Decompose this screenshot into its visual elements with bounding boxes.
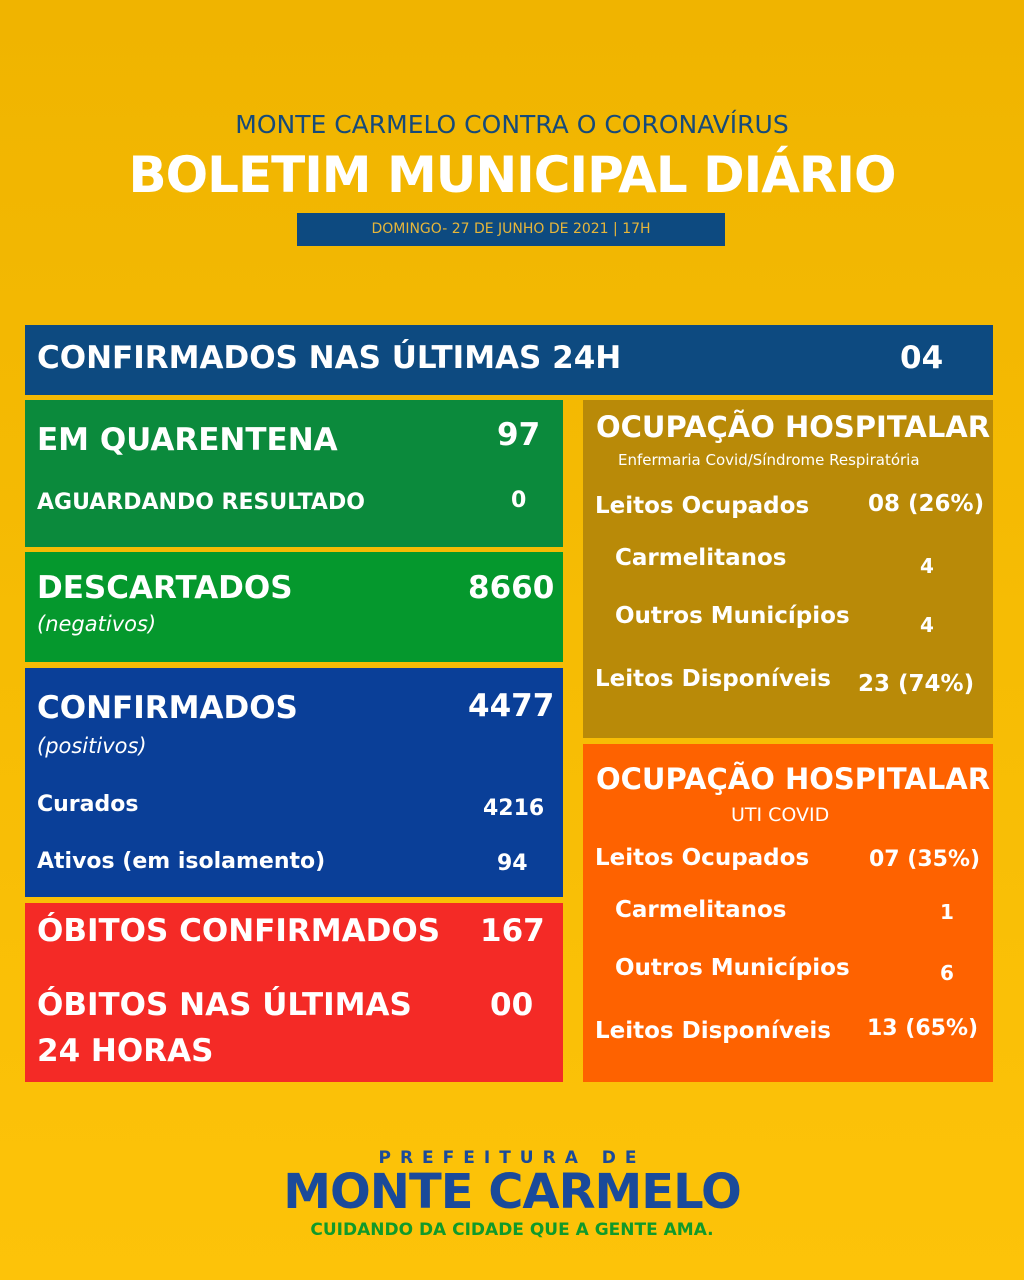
icu-local-value: 1 bbox=[940, 900, 954, 924]
confirmed-24h-label: CONFIRMADOS NAS ÚLTIMAS 24H bbox=[37, 340, 622, 376]
quarantine-label: EM QUARENTENA bbox=[37, 422, 338, 458]
icu-other-label: Outros Municípios bbox=[615, 955, 850, 981]
confirmed-label: CONFIRMADOS bbox=[37, 690, 298, 726]
footer-prefix: PREFEITURA DE bbox=[378, 1148, 646, 1168]
ward-other-value: 4 bbox=[920, 613, 934, 637]
confirmed-panel: CONFIRMADOS (positivos) 4477 Curados 421… bbox=[25, 668, 563, 897]
confirmed-note: (positivos) bbox=[37, 734, 147, 758]
ward-available-value: 23 (74%) bbox=[858, 671, 975, 697]
awaiting-label: AGUARDANDO RESULTADO bbox=[37, 490, 365, 515]
cured-label: Curados bbox=[37, 792, 139, 817]
ward-occupied-value: 08 (26%) bbox=[868, 491, 985, 517]
icu-occupied-label: Leitos Ocupados bbox=[595, 845, 810, 871]
active-value: 94 bbox=[497, 851, 528, 876]
icu-occupied-value: 07 (35%) bbox=[869, 847, 981, 872]
deaths-value: 167 bbox=[480, 913, 545, 949]
ward-title: OCUPAÇÃO HOSPITALAR bbox=[596, 410, 991, 444]
discarded-value: 8660 bbox=[468, 570, 555, 606]
active-label: Ativos (em isolamento) bbox=[37, 849, 326, 874]
icu-local-label: Carmelitanos bbox=[615, 897, 787, 923]
footer-tagline: CUIDANDO DA CIDADE QUE A GENTE AMA. bbox=[310, 1220, 714, 1240]
icu-occupancy-panel: OCUPAÇÃO HOSPITALAR UTI COVID Leitos Ocu… bbox=[583, 744, 993, 1082]
icu-other-value: 6 bbox=[940, 961, 954, 985]
discarded-note: (negativos) bbox=[37, 612, 157, 636]
awaiting-value: 0 bbox=[511, 488, 527, 513]
deaths-24h-label-1: ÓBITOS NAS ÚLTIMAS bbox=[37, 987, 412, 1023]
icu-subtitle: UTI COVID bbox=[731, 804, 830, 826]
cured-value: 4216 bbox=[483, 796, 545, 821]
icu-available-value: 13 (65%) bbox=[867, 1016, 979, 1041]
page-title: BOLETIM MUNICIPAL DIÁRIO bbox=[128, 146, 896, 204]
deaths-label: ÓBITOS CONFIRMADOS bbox=[37, 913, 441, 949]
ward-occupied-label: Leitos Ocupados bbox=[595, 493, 810, 519]
icu-title: OCUPAÇÃO HOSPITALAR bbox=[596, 762, 991, 796]
ward-available-label: Leitos Disponíveis bbox=[595, 666, 831, 692]
confirmed-value: 4477 bbox=[468, 688, 555, 724]
ward-local-value: 4 bbox=[920, 554, 934, 578]
confirmed-24h-value: 04 bbox=[900, 340, 944, 376]
deaths-24h-value: 00 bbox=[490, 987, 534, 1023]
deaths-panel: ÓBITOS CONFIRMADOS 167 ÓBITOS NAS ÚLTIMA… bbox=[25, 903, 563, 1082]
date-banner: DOMINGO- 27 DE JUNHO DE 2021 | 17H bbox=[297, 213, 725, 246]
quarantine-value: 97 bbox=[497, 417, 541, 453]
icu-available-label: Leitos Disponíveis bbox=[595, 1018, 831, 1044]
deaths-24h-label-2: 24 HORAS bbox=[37, 1033, 214, 1069]
confirmed-24h-panel: CONFIRMADOS NAS ÚLTIMAS 24H 04 bbox=[25, 325, 993, 395]
ward-subtitle: Enfermaria Covid/Síndrome Respiratória bbox=[618, 451, 920, 469]
ward-occupancy-panel: OCUPAÇÃO HOSPITALAR Enfermaria Covid/Sín… bbox=[583, 400, 993, 738]
header-subtitle: MONTE CARMELO CONTRA O CORONAVÍRUS bbox=[235, 110, 789, 139]
ward-other-label: Outros Municípios bbox=[615, 603, 850, 629]
discarded-panel: DESCARTADOS (negativos) 8660 bbox=[25, 552, 563, 662]
footer-city-logo: MONTE CARMELO bbox=[283, 1164, 742, 1220]
ward-local-label: Carmelitanos bbox=[615, 545, 787, 571]
discarded-label: DESCARTADOS bbox=[37, 570, 293, 606]
quarantine-panel: EM QUARENTENA 97 AGUARDANDO RESULTADO 0 bbox=[25, 400, 563, 547]
